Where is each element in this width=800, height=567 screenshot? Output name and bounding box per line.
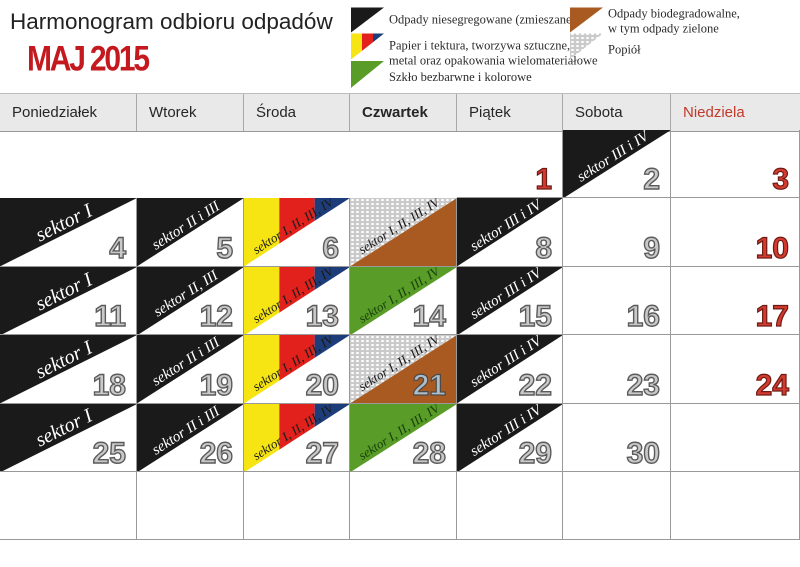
- svg-text:Szkło bezbarwne i kolorowe: Szkło bezbarwne i kolorowe: [389, 70, 532, 84]
- svg-text:Odpady biodegradowalne,: Odpady biodegradowalne,: [608, 7, 740, 21]
- svg-text:Odpady niesegregowane (zmiesza: Odpady niesegregowane (zmieszane): [389, 13, 576, 27]
- svg-text:Popiół: Popiół: [608, 43, 641, 57]
- svg-text:Papier i tektura, tworzywa szt: Papier i tektura, tworzywa sztuczne,: [389, 39, 570, 53]
- svg-text:metal oraz opakowania wielomat: metal oraz opakowania wielomateriałowe: [389, 54, 598, 68]
- svg-text:w tym odpady zielone: w tym odpady zielone: [608, 22, 719, 36]
